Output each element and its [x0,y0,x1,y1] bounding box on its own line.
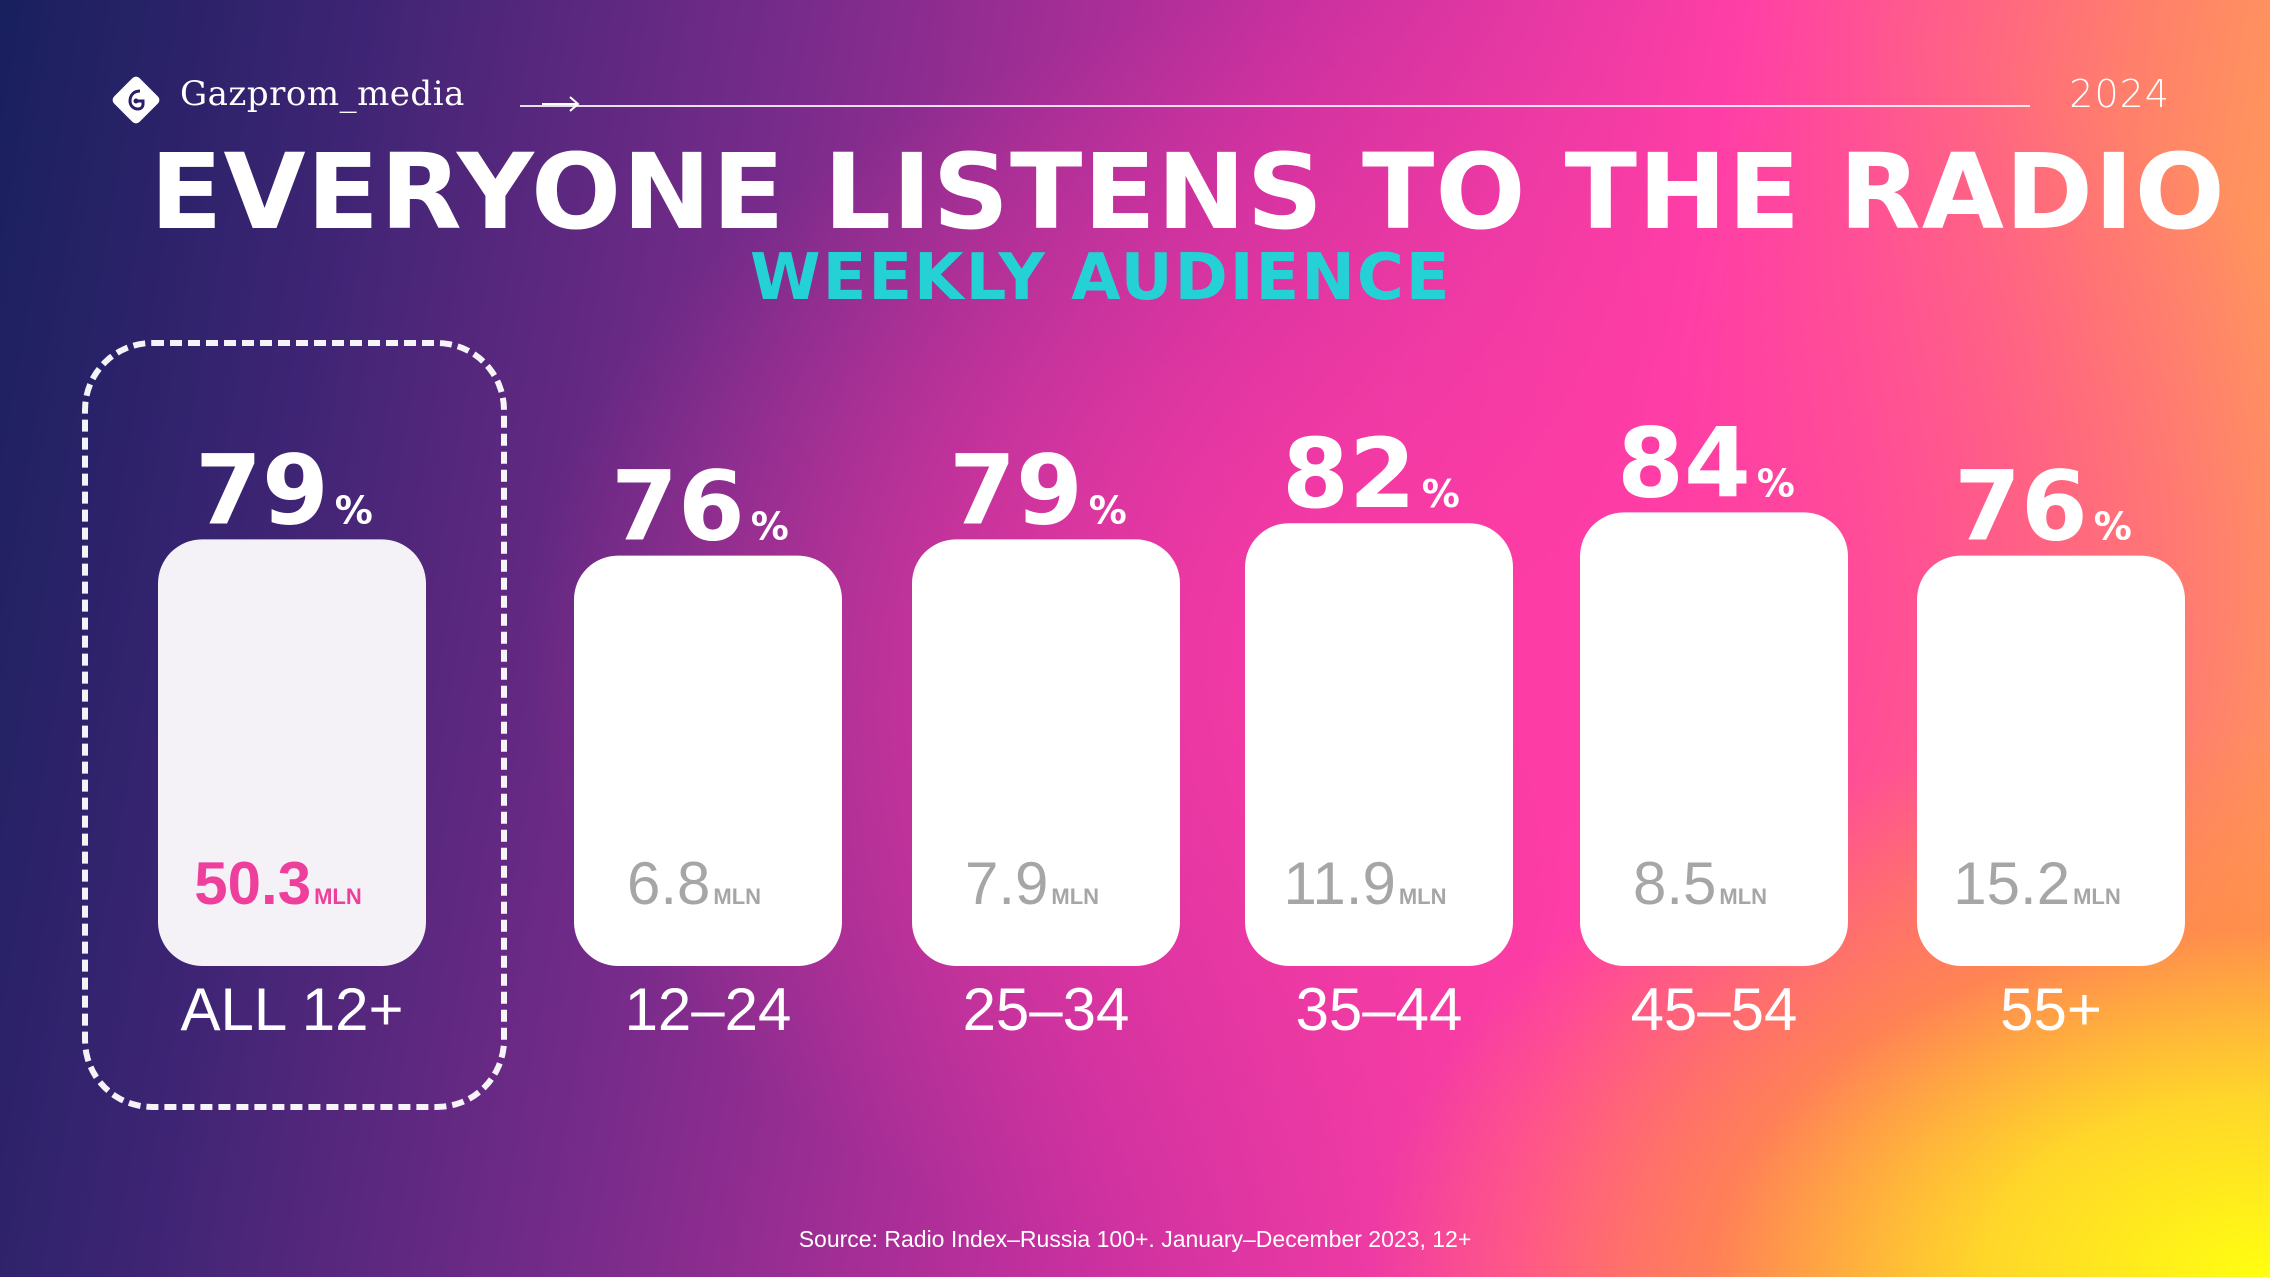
header: Gazprom_media 2024 [110,68,2170,124]
audience-label-5: 15.2 MLN [1953,850,2120,917]
bar-0 [158,539,426,966]
arrow-right-icon [542,96,580,112]
page-subtitle: WEEKLY AUDIENCE [750,241,1452,315]
year-label: 2024 [2069,72,2170,116]
bar-5 [1917,555,2185,966]
share-label-5: 76% [1954,451,2132,563]
category-label-1: 12–24 [625,976,792,1043]
bar-4 [1580,512,1848,966]
logo-text: Gazprom_media [180,74,465,114]
bar-2 [912,539,1180,966]
category-label-0: ALL 12+ [181,976,404,1043]
category-label-3: 35–44 [1296,976,1463,1043]
category-label-2: 25–34 [963,976,1130,1043]
share-label-3: 82% [1282,418,1460,530]
page-title: EVERYONE LISTENS TO THE RADIO [150,131,2226,253]
share-label-4: 84% [1617,407,1795,519]
category-label-4: 45–54 [1631,976,1798,1043]
share-label-2: 79% [949,434,1127,546]
source-note: Source: Radio Index–Russia 100+. January… [798,1226,1472,1252]
bar-1 [574,555,842,966]
highlight-frame [82,340,507,1110]
share-label-0: 79% [195,434,373,546]
header-divider [520,105,2030,107]
category-label-5: 55+ [2000,976,2102,1043]
share-label-1: 76% [611,451,789,563]
gazprom-media-logo-icon [112,76,160,124]
bar-3 [1245,523,1513,966]
